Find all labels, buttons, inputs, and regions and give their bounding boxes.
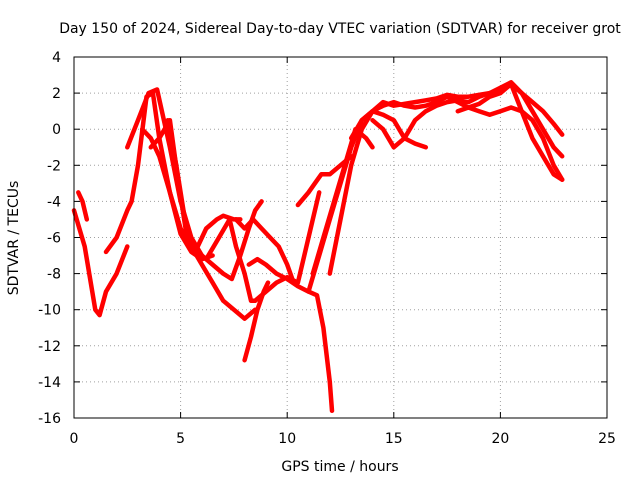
- y-tick-label: -10: [38, 303, 61, 319]
- series-pass-i: [233, 217, 296, 285]
- x-tick-label: 5: [176, 431, 185, 447]
- series-pass-a: [71, 208, 130, 318]
- y-tick-label: 2: [52, 86, 61, 102]
- y-tick-label: -12: [38, 339, 61, 355]
- y-tick-label: -16: [38, 411, 61, 427]
- series-pass-e: [139, 126, 258, 321]
- series-pass-m: [295, 154, 354, 208]
- y-tick-label: -4: [47, 194, 61, 210]
- x-tick-label: 15: [385, 431, 403, 447]
- series-pass-l: [252, 190, 322, 303]
- x-tick-label: 0: [70, 431, 79, 447]
- y-tick-label: -6: [47, 231, 61, 247]
- series-layer: [71, 80, 565, 414]
- series-pass-r: [370, 80, 565, 159]
- series-pass-j: [246, 256, 335, 414]
- series-pass-s: [455, 81, 565, 182]
- x-tick-label: 10: [278, 431, 296, 447]
- y-tick-label: -2: [47, 158, 61, 174]
- series-pass-c: [103, 90, 215, 262]
- x-tick-label: 25: [598, 431, 616, 447]
- series-pass-q: [348, 81, 565, 141]
- y-tick-label: -14: [38, 375, 61, 391]
- y-tick-label: 4: [52, 50, 61, 66]
- series-pass-k: [242, 280, 271, 363]
- y-tick-label: 0: [52, 122, 61, 138]
- axis-ticks: 0 5 10 15 20 25 -16 -14 -12 -10 -8 -6 -4 -2 0 2 4: [38, 50, 616, 447]
- series-pass-h: [203, 217, 258, 303]
- series-pass-o: [310, 126, 375, 276]
- series-pass-b: [76, 190, 90, 222]
- y-axis-label: SDTVAR / TECUs: [6, 181, 22, 296]
- series-pass-f: [148, 117, 243, 249]
- chart-title: Day 150 of 2024, Sidereal Day-to-day VTE…: [59, 21, 621, 37]
- x-tick-label: 20: [491, 431, 509, 447]
- x-axis-label: GPS time / hours: [281, 459, 398, 475]
- y-tick-label: -8: [47, 267, 61, 283]
